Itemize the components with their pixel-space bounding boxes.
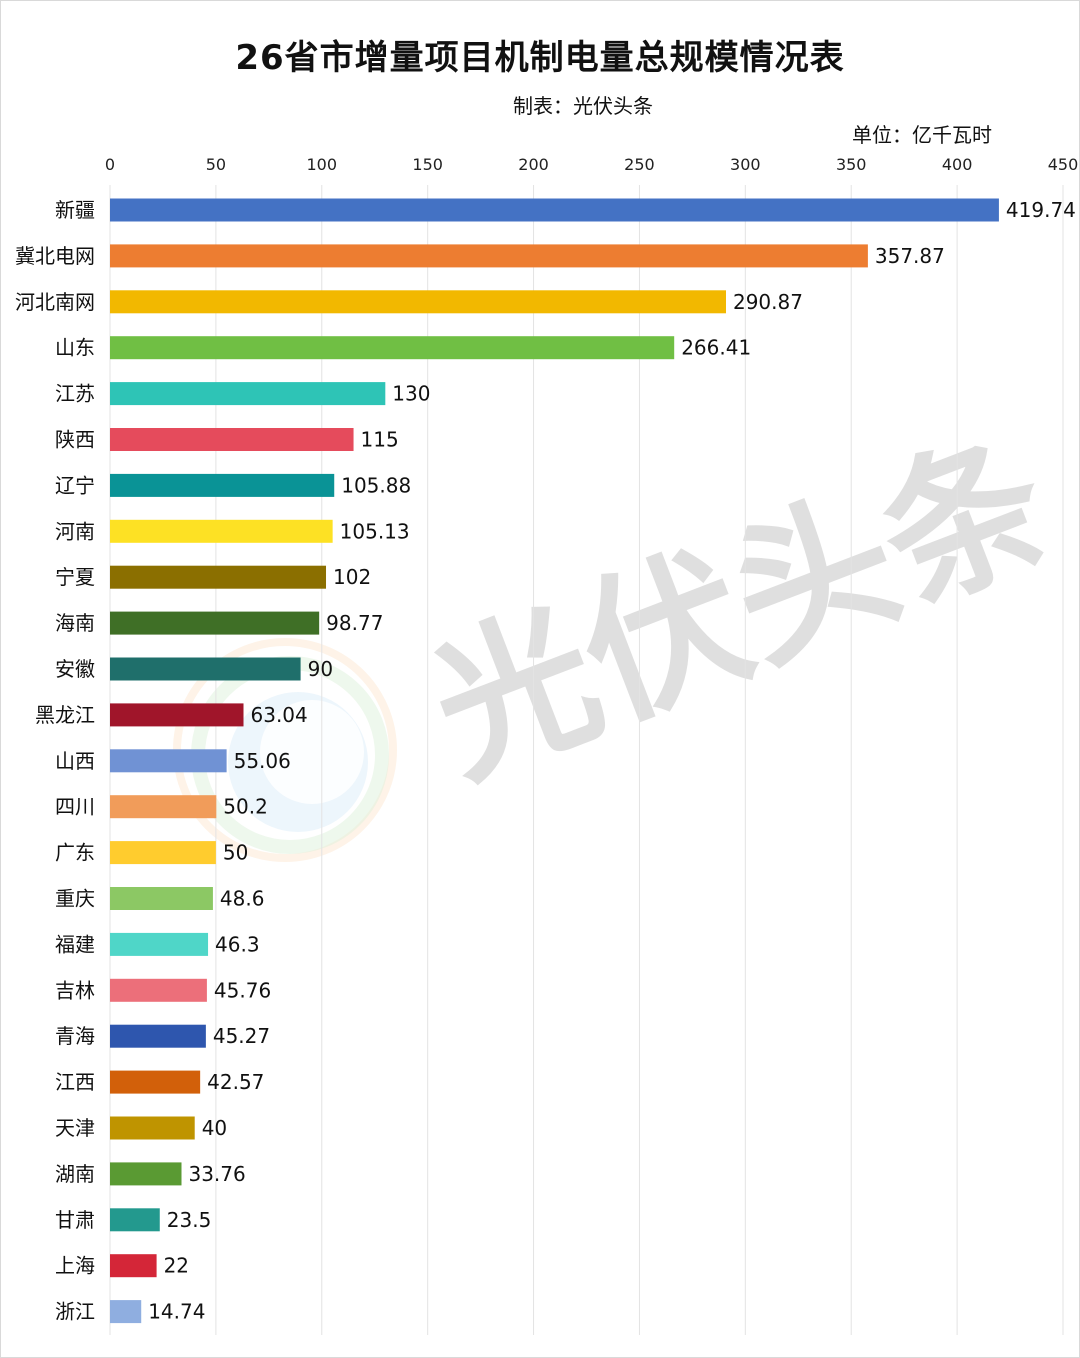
- chart-unit-label: 单位：亿千瓦时: [852, 123, 992, 147]
- data-label: 50: [223, 841, 248, 865]
- category-label: 黑龙江: [35, 703, 95, 727]
- data-label: 105.88: [341, 473, 411, 497]
- x-tick-label: 150: [412, 155, 443, 174]
- data-label: 48.6: [220, 887, 265, 911]
- category-label: 浙江: [55, 1300, 95, 1324]
- bar: [110, 1024, 206, 1048]
- category-label: 广东: [55, 841, 95, 865]
- data-label: 55.06: [234, 749, 291, 773]
- bar: [110, 795, 217, 819]
- x-tick-label: 100: [307, 155, 338, 174]
- category-label: 江西: [55, 1070, 95, 1094]
- category-label: 江苏: [55, 382, 95, 406]
- x-tick-label: 250: [624, 155, 655, 174]
- category-label: 海南: [55, 611, 95, 635]
- category-label: 河南: [55, 519, 95, 543]
- data-label: 266.41: [681, 336, 751, 360]
- data-label: 90: [308, 657, 333, 681]
- data-label: 22: [164, 1254, 189, 1278]
- category-label: 福建: [55, 932, 95, 956]
- bar: [110, 611, 320, 635]
- x-tick-label: 300: [730, 155, 761, 174]
- bar: [110, 1070, 201, 1094]
- bar: [110, 841, 216, 865]
- bar: [110, 1162, 182, 1186]
- category-label: 新疆: [55, 198, 95, 222]
- x-tick-label: 350: [836, 155, 867, 174]
- category-label: 上海: [55, 1254, 95, 1278]
- bar: [110, 519, 333, 543]
- data-label: 357.87: [875, 244, 945, 268]
- category-label: 山西: [55, 749, 95, 773]
- bar: [110, 1116, 195, 1140]
- bar: [110, 336, 675, 360]
- data-label: 98.77: [326, 611, 383, 635]
- category-label: 吉林: [55, 978, 95, 1002]
- data-label: 419.74: [1006, 198, 1076, 222]
- category-label: 青海: [55, 1024, 95, 1048]
- data-label: 290.87: [733, 290, 803, 314]
- data-label: 63.04: [251, 703, 308, 727]
- x-tick-label: 400: [942, 155, 973, 174]
- bar: [110, 703, 244, 727]
- bar: [110, 1208, 160, 1232]
- x-tick-label: 200: [518, 155, 549, 174]
- data-label: 45.27: [213, 1024, 270, 1048]
- data-label: 33.76: [188, 1162, 245, 1186]
- x-tick-label: 450: [1048, 155, 1079, 174]
- data-label: 14.74: [148, 1300, 205, 1324]
- chart-title: 26省市增量项目机制电量总规模情况表: [235, 38, 845, 78]
- category-label: 湖南: [55, 1162, 95, 1186]
- category-label: 宁夏: [55, 565, 95, 589]
- category-label: 河北南网: [15, 290, 95, 314]
- x-tick-label: 0: [105, 155, 115, 174]
- bar: [110, 290, 726, 314]
- category-label: 安徽: [55, 657, 95, 681]
- category-label: 辽宁: [55, 473, 95, 497]
- data-label: 105.13: [340, 519, 410, 543]
- bar: [110, 978, 207, 1002]
- category-label: 冀北电网: [15, 244, 95, 268]
- category-label: 陕西: [55, 428, 95, 452]
- chart-maker-credit: 制表：光伏头条: [513, 94, 653, 118]
- data-label: 50.2: [223, 795, 268, 819]
- data-label: 40: [202, 1116, 227, 1140]
- bar: [110, 244, 868, 268]
- data-label: 42.57: [207, 1070, 264, 1094]
- bar: [110, 932, 209, 956]
- bar: [110, 198, 999, 222]
- x-tick-label: 50: [206, 155, 226, 174]
- bar: [110, 749, 227, 773]
- category-label: 四川: [55, 795, 95, 819]
- category-label: 重庆: [55, 887, 95, 911]
- bar: [110, 473, 335, 497]
- bar: [110, 1254, 157, 1278]
- category-label: 天津: [55, 1116, 95, 1140]
- data-label: 115: [361, 428, 399, 452]
- data-label: 45.76: [214, 978, 271, 1002]
- category-label: 山东: [55, 336, 95, 360]
- data-label: 130: [392, 382, 430, 406]
- data-label: 46.3: [215, 932, 260, 956]
- bar: [110, 428, 354, 451]
- bar: [110, 1300, 142, 1324]
- data-label: 23.5: [167, 1208, 212, 1232]
- bar: [110, 565, 327, 589]
- category-label: 甘肃: [55, 1208, 95, 1232]
- bar: [110, 382, 386, 406]
- data-label: 102: [333, 565, 371, 589]
- bar: [110, 887, 213, 910]
- bar: [110, 657, 301, 681]
